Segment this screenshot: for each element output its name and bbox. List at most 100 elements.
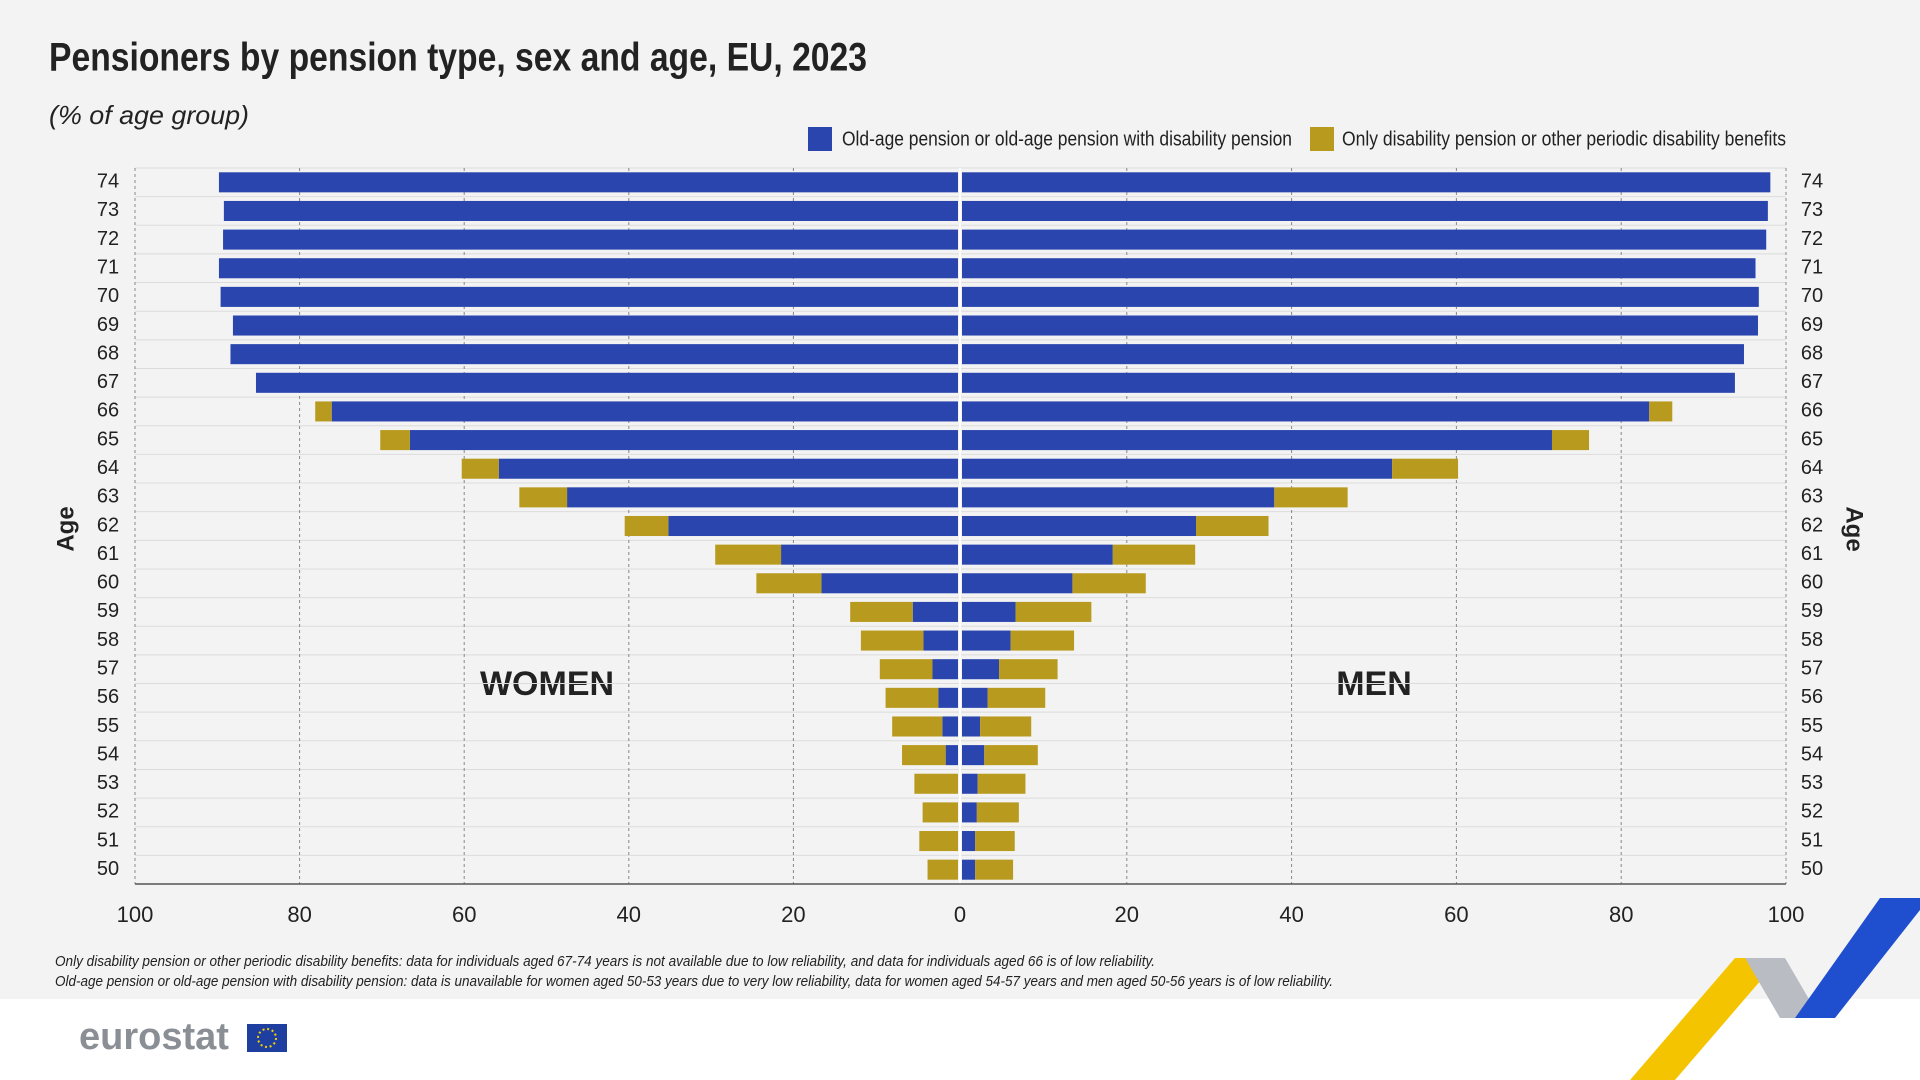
eu-flag: [247, 1024, 287, 1052]
bar-men: [962, 315, 1758, 336]
bar-men: [962, 802, 977, 823]
bar-men: [975, 859, 1014, 880]
bar-men: [962, 286, 1759, 307]
legend-swatch: [808, 127, 832, 151]
y-tick-label: 72: [1801, 228, 1823, 250]
bar-men: [962, 745, 985, 766]
bar-women: [945, 745, 958, 766]
bar-women: [331, 401, 958, 422]
x-tick-label: 40: [1279, 902, 1303, 927]
bar-women: [912, 601, 958, 622]
y-tick-label: 74: [97, 171, 119, 193]
bar-women: [230, 344, 958, 365]
bar-men: [962, 601, 1016, 622]
y-tick-label: 70: [1801, 285, 1823, 307]
y-tick-label: 74: [1801, 171, 1823, 193]
y-tick-label: 61: [97, 543, 119, 565]
y-tick-label: 54: [97, 743, 119, 765]
bar-men: [962, 487, 1275, 508]
bar-men: [1010, 630, 1075, 651]
y-tick-label: 56: [1801, 686, 1823, 708]
bar-women: [223, 229, 958, 250]
x-tick-label: 100: [1768, 902, 1805, 927]
bar-men: [984, 745, 1038, 766]
bar-men: [1112, 544, 1196, 565]
bar-men: [1274, 487, 1348, 508]
y-tick-label: 55: [97, 715, 119, 737]
y-tick-label: 62: [1801, 514, 1823, 536]
chart-subtitle: (% of age group): [49, 100, 249, 130]
bar-women: [923, 630, 958, 651]
y-tick-label: 56: [97, 686, 119, 708]
bar-men: [962, 401, 1650, 422]
bar-men: [962, 859, 976, 880]
bar-women: [756, 573, 822, 594]
bar-men: [962, 200, 1768, 221]
y-tick-label: 55: [1801, 715, 1823, 737]
eu-stars: [257, 1028, 277, 1048]
bar-men: [962, 515, 1197, 537]
decoration: [1745, 958, 1820, 1018]
bar-men: [962, 773, 978, 794]
bar-women: [942, 716, 958, 737]
footnote: Old-age pension or old-age pension with …: [55, 973, 1333, 990]
y-tick-label: 72: [97, 228, 119, 250]
legend-label: Old-age pension or old-age pension with …: [842, 128, 1292, 150]
y-axis-label: Age: [52, 506, 79, 551]
legend-swatch: [1310, 127, 1334, 151]
x-tick-label: 60: [452, 902, 476, 927]
bar-women: [932, 659, 958, 680]
bar-women: [922, 802, 958, 823]
bar-women: [715, 544, 782, 565]
bar-men: [987, 687, 1046, 708]
y-tick-label: 50: [97, 858, 119, 880]
bar-women: [919, 831, 958, 852]
y-tick-label: 50: [1801, 858, 1823, 880]
x-tick-label: 20: [1115, 902, 1139, 927]
y-tick-label: 51: [97, 829, 119, 851]
y-tick-label: 60: [97, 572, 119, 594]
y-tick-label: 73: [1801, 199, 1823, 221]
y-tick-label: 59: [97, 600, 119, 622]
y-tick-label: 64: [1801, 457, 1823, 479]
bar-women: [885, 687, 939, 708]
y-tick-label: 67: [1801, 371, 1823, 393]
x-tick-label: 40: [617, 902, 641, 927]
y-tick-label: 67: [97, 371, 119, 393]
bar-men: [962, 687, 988, 708]
decoration: [1795, 898, 1920, 1018]
y-tick-label: 58: [97, 629, 119, 651]
bar-women: [218, 258, 959, 279]
bar-women: [860, 630, 924, 651]
bar-women: [927, 859, 958, 880]
y-tick-label: 63: [97, 486, 119, 508]
y-tick-label: 60: [1801, 572, 1823, 594]
y-tick-label: 58: [1801, 629, 1823, 651]
y-tick-label: 71: [1801, 257, 1823, 279]
y-tick-label: 61: [1801, 543, 1823, 565]
bar-women: [315, 401, 332, 422]
brand-logo: eurostat: [79, 1016, 229, 1058]
legend-label: Only disability pension or other periodi…: [1342, 128, 1786, 150]
legend: Old-age pension or old-age pension with …: [808, 127, 1786, 151]
y-tick-label: 53: [1801, 772, 1823, 794]
bar-men: [976, 802, 1019, 823]
y-tick-label: 52: [1801, 801, 1823, 823]
bar-men: [962, 630, 1011, 651]
bar-women: [668, 515, 958, 537]
bar-men: [1196, 515, 1269, 537]
y-axis-label: Age: [1841, 506, 1868, 551]
y-tick-label: 57: [97, 657, 119, 679]
x-tick-label: 0: [954, 902, 966, 927]
y-tick-label: 65: [97, 428, 119, 450]
x-tick-label: 80: [1609, 902, 1633, 927]
bar-men: [1392, 458, 1459, 479]
bar-women: [624, 515, 669, 537]
y-tick-label: 66: [97, 400, 119, 422]
bar-men: [962, 458, 1393, 479]
bar-men: [1649, 401, 1673, 422]
bar-women: [850, 601, 913, 622]
y-tick-label: 54: [1801, 743, 1823, 765]
y-tick-label: 59: [1801, 600, 1823, 622]
